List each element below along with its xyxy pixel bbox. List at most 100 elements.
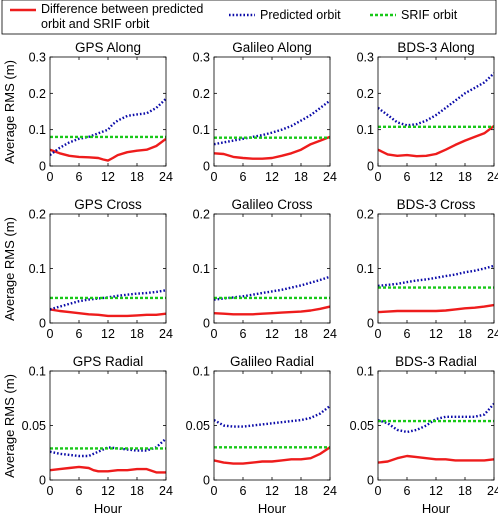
subplot-7: 0 6 12 18 24 0 0.05 0.1 GPS Radial xyxy=(22,354,173,498)
row1-ylabel: Average RMS (m) xyxy=(2,60,17,164)
x-tick-label: 6 xyxy=(240,170,247,184)
y-tick-label: 0.05 xyxy=(186,419,210,433)
y-tick-label: 0.2 xyxy=(193,87,210,101)
y-tick-label: 0 xyxy=(39,160,46,174)
subplot-8: 0 6 12 18 24 0 0.05 0.1 Galileo Radial xyxy=(186,354,337,498)
subplot-title: BDS-3 Along xyxy=(397,40,474,55)
y-tick-label: 0.1 xyxy=(357,123,374,137)
y-tick-label: 0.1 xyxy=(29,365,46,379)
x-tick-label: 0 xyxy=(211,327,218,341)
subplot-5: 0 6 12 18 24 0 0.1 0.2 Galileo Cross xyxy=(193,197,337,341)
x-tick-label: 24 xyxy=(323,170,337,184)
x-tick-label: 0 xyxy=(47,327,54,341)
axes-box xyxy=(377,56,495,167)
y-tick-label: 0.3 xyxy=(193,51,210,65)
series-solid xyxy=(214,135,330,160)
x-tick-label: 12 xyxy=(265,327,279,341)
y-tick-label: 0.1 xyxy=(193,123,210,137)
col1-xlabel: Hour xyxy=(94,501,123,516)
y-tick-label: 0 xyxy=(367,317,374,331)
plot-area xyxy=(378,402,494,464)
y-tick-label: 0 xyxy=(367,474,374,488)
x-tick-label: 12 xyxy=(429,327,443,341)
series-dotted xyxy=(378,402,494,434)
x-tick-label: 0 xyxy=(375,170,382,184)
subplot-6: 0 6 12 18 24 0 0.1 0.2 BDS-3 Cross xyxy=(357,197,498,341)
x-tick-label: 24 xyxy=(159,484,173,498)
x-tick-label: 6 xyxy=(76,170,83,184)
x-tick-label: 6 xyxy=(240,327,247,341)
x-tick-label: 6 xyxy=(404,484,411,498)
y-tick-label: 0.05 xyxy=(22,419,46,433)
subplot-9: 0 6 12 18 24 0 0.05 0.1 BDS-3 Radial xyxy=(350,354,498,498)
series-dotted xyxy=(214,275,330,301)
y-tick-label: 0.1 xyxy=(29,262,46,276)
y-tick-label: 0.2 xyxy=(357,87,374,101)
subplot-title: Galileo Radial xyxy=(230,354,314,369)
x-tick-label: 0 xyxy=(375,484,382,498)
y-tick-label: 0 xyxy=(39,317,46,331)
y-tick-label: 0.1 xyxy=(357,365,374,379)
y-tick-label: 0.2 xyxy=(29,208,46,222)
series-dotted xyxy=(378,72,494,127)
x-tick-label: 18 xyxy=(130,327,144,341)
plot-area xyxy=(50,97,166,162)
y-tick-label: 0.1 xyxy=(29,123,46,137)
x-tick-label: 12 xyxy=(429,484,443,498)
subplot-title: BDS-3 Cross xyxy=(397,197,476,212)
x-tick-label: 18 xyxy=(458,484,472,498)
axes-box xyxy=(377,370,495,481)
axes-box xyxy=(49,213,167,324)
x-tick-label: 24 xyxy=(323,484,337,498)
axes-box xyxy=(49,370,167,481)
plot-area xyxy=(214,99,330,160)
series-solid xyxy=(50,137,166,162)
legend: Difference between predicted orbit and S… xyxy=(1,0,497,35)
y-tick-label: 0.3 xyxy=(357,51,374,65)
series-solid xyxy=(378,125,494,158)
x-tick-label: 0 xyxy=(211,484,218,498)
subplot-title: GPS Radial xyxy=(73,354,144,369)
col3-xlabel: Hour xyxy=(422,501,451,516)
x-tick-label: 18 xyxy=(294,327,308,341)
x-tick-label: 24 xyxy=(323,327,337,341)
axes-box xyxy=(213,56,331,167)
series-solid xyxy=(214,446,330,465)
x-tick-label: 12 xyxy=(101,327,115,341)
subplot-grid: 0 6 12 18 24 0 0.1 0.2 0.3 GPS Along 0 6 12 18 24 0 0.1 0… xyxy=(22,40,498,498)
series-solid xyxy=(378,454,494,464)
x-tick-label: 6 xyxy=(76,327,83,341)
plot-area xyxy=(50,437,166,474)
series-dotted xyxy=(378,264,494,288)
plot-area xyxy=(378,264,494,314)
subplot-title: Galileo Cross xyxy=(231,197,312,212)
row2-ylabel: Average RMS (m) xyxy=(2,217,17,321)
y-tick-label: 0.2 xyxy=(193,208,210,222)
x-tick-label: 18 xyxy=(130,170,144,184)
x-tick-label: 24 xyxy=(159,170,173,184)
x-tick-label: 18 xyxy=(294,484,308,498)
y-tick-label: 0 xyxy=(203,317,210,331)
subplot-3: 0 6 12 18 24 0 0.1 0.2 0.3 BDS-3 Along xyxy=(357,40,498,184)
series-solid xyxy=(50,465,166,474)
y-tick-label: 0.3 xyxy=(29,51,46,65)
x-tick-label: 12 xyxy=(101,484,115,498)
subplot-title: BDS-3 Radial xyxy=(395,354,477,369)
y-tick-label: 0.2 xyxy=(357,208,374,222)
x-tick-label: 0 xyxy=(47,170,54,184)
x-tick-label: 24 xyxy=(487,327,498,341)
legend-difference-label-line2: orbit and SRIF orbit xyxy=(41,17,150,31)
axes-box xyxy=(213,213,331,324)
subplot-4: 0 6 12 18 24 0 0.1 0.2 GPS Cross xyxy=(29,197,173,341)
col2-xlabel: Hour xyxy=(258,501,287,516)
y-tick-label: 0 xyxy=(39,474,46,488)
x-tick-label: 18 xyxy=(130,484,144,498)
series-solid xyxy=(214,305,330,316)
x-tick-label: 6 xyxy=(404,327,411,341)
subplot-1: 0 6 12 18 24 0 0.1 0.2 0.3 GPS Along xyxy=(29,40,173,184)
series-solid xyxy=(50,308,166,318)
plot-area xyxy=(378,72,494,158)
y-tick-label: 0 xyxy=(203,160,210,174)
subplot-title: GPS Along xyxy=(75,40,141,55)
